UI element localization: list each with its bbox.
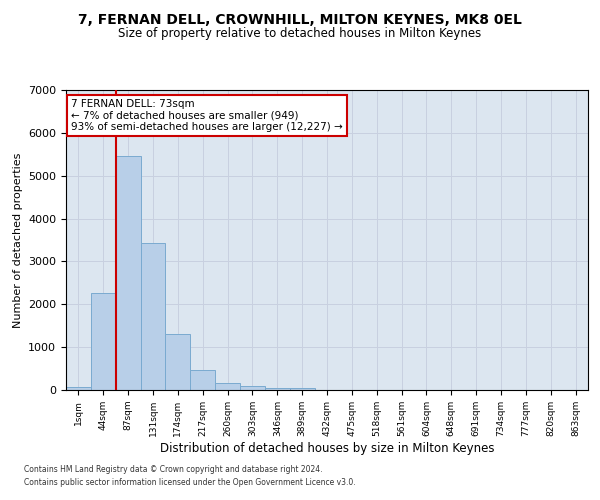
Text: Contains public sector information licensed under the Open Government Licence v3: Contains public sector information licen… (24, 478, 356, 487)
Bar (140, 242, 166, 390)
Bar (116, 156, 140, 390)
Text: Contains HM Land Registry data © Crown copyright and database right 2024.: Contains HM Land Registry data © Crown c… (24, 466, 323, 474)
Text: 7 FERNAN DELL: 73sqm
← 7% of detached houses are smaller (949)
93% of semi-detac: 7 FERNAN DELL: 73sqm ← 7% of detached ho… (71, 99, 343, 132)
Bar (290, 388, 314, 390)
X-axis label: Distribution of detached houses by size in Milton Keynes: Distribution of detached houses by size … (160, 442, 494, 454)
Text: 7, FERNAN DELL, CROWNHILL, MILTON KEYNES, MK8 0EL: 7, FERNAN DELL, CROWNHILL, MILTON KEYNES… (78, 12, 522, 26)
Bar (240, 386, 265, 390)
Bar (91, 292, 116, 390)
Text: Size of property relative to detached houses in Milton Keynes: Size of property relative to detached ho… (118, 28, 482, 40)
Bar (190, 370, 215, 390)
Y-axis label: Number of detached properties: Number of detached properties (13, 152, 23, 328)
Bar (66, 387, 91, 390)
Bar (166, 334, 190, 390)
Bar (215, 384, 240, 390)
Bar (265, 388, 290, 390)
